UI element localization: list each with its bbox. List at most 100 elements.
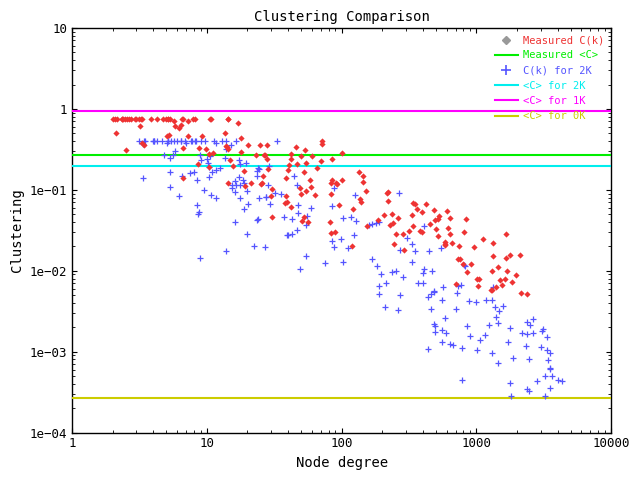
Point bbox=[255, 180, 266, 188]
Point bbox=[300, 146, 310, 154]
Point bbox=[122, 146, 132, 154]
Point bbox=[211, 194, 221, 202]
Point bbox=[387, 210, 397, 217]
Point bbox=[380, 303, 390, 311]
Point bbox=[434, 213, 444, 220]
Point bbox=[242, 230, 252, 238]
Point bbox=[342, 244, 353, 252]
Point bbox=[253, 194, 264, 202]
Point bbox=[135, 122, 145, 130]
Point bbox=[419, 265, 429, 273]
Point bbox=[381, 279, 392, 287]
Point bbox=[429, 328, 440, 336]
Point bbox=[281, 175, 291, 182]
Point bbox=[474, 275, 484, 283]
Point bbox=[111, 115, 122, 123]
Point bbox=[426, 290, 436, 298]
Point bbox=[497, 281, 507, 289]
Point bbox=[164, 155, 175, 162]
Point bbox=[493, 307, 504, 314]
Point bbox=[152, 115, 162, 123]
Point bbox=[137, 115, 147, 123]
Point bbox=[281, 192, 291, 200]
Point bbox=[498, 301, 508, 309]
X-axis label: Node degree: Node degree bbox=[296, 456, 388, 470]
Point bbox=[173, 192, 184, 200]
Point bbox=[285, 150, 296, 158]
Point bbox=[478, 235, 488, 243]
Point bbox=[364, 221, 374, 229]
Point bbox=[327, 202, 337, 209]
Point bbox=[230, 137, 241, 145]
Point bbox=[196, 137, 206, 145]
Point bbox=[134, 137, 145, 145]
Point bbox=[283, 166, 293, 174]
Point bbox=[138, 139, 148, 146]
Point bbox=[235, 160, 245, 168]
Y-axis label: Clustering: Clustering bbox=[10, 188, 24, 272]
Point bbox=[374, 282, 384, 290]
Point bbox=[490, 303, 500, 311]
Point bbox=[383, 189, 393, 196]
Point bbox=[337, 149, 348, 157]
Point bbox=[239, 167, 249, 174]
Point bbox=[262, 156, 272, 163]
Point bbox=[326, 180, 336, 187]
Point bbox=[299, 168, 309, 175]
Point bbox=[176, 137, 186, 145]
Point bbox=[338, 258, 348, 266]
Point bbox=[425, 221, 435, 228]
Point bbox=[351, 217, 361, 225]
Point bbox=[280, 199, 290, 207]
Point bbox=[230, 177, 240, 184]
Point bbox=[169, 137, 179, 145]
Point bbox=[260, 193, 271, 201]
Point bbox=[374, 290, 384, 298]
Point bbox=[393, 214, 403, 222]
Point bbox=[545, 349, 556, 357]
Point bbox=[292, 160, 302, 168]
Point bbox=[404, 227, 414, 234]
Point bbox=[402, 234, 412, 242]
Point bbox=[495, 276, 505, 284]
Point bbox=[310, 191, 321, 199]
Point bbox=[187, 137, 197, 145]
Point bbox=[413, 279, 423, 287]
Point bbox=[206, 192, 216, 199]
Point bbox=[230, 188, 241, 196]
Point bbox=[228, 162, 238, 170]
Point bbox=[222, 144, 232, 151]
Point bbox=[204, 150, 214, 157]
Point bbox=[226, 141, 236, 149]
Point bbox=[507, 278, 517, 286]
Point bbox=[258, 172, 268, 180]
Point bbox=[177, 172, 187, 180]
Point bbox=[157, 137, 167, 145]
Point bbox=[208, 149, 218, 157]
Point bbox=[398, 230, 408, 238]
Point bbox=[331, 180, 341, 187]
Point bbox=[399, 246, 409, 253]
Point bbox=[183, 117, 193, 125]
Point bbox=[211, 166, 221, 174]
Point bbox=[301, 159, 311, 167]
Point bbox=[205, 115, 216, 123]
Point bbox=[287, 230, 298, 238]
Point bbox=[122, 115, 132, 123]
Point bbox=[395, 291, 405, 299]
Point bbox=[393, 306, 403, 313]
Point bbox=[447, 342, 458, 349]
Point bbox=[382, 189, 392, 197]
Point bbox=[326, 155, 337, 163]
Point bbox=[552, 376, 563, 384]
Point bbox=[511, 271, 521, 279]
Point bbox=[440, 241, 451, 249]
Point bbox=[445, 215, 455, 222]
Point bbox=[458, 260, 468, 268]
Point bbox=[234, 156, 244, 164]
Point bbox=[248, 242, 259, 250]
Point bbox=[223, 179, 234, 187]
Point bbox=[465, 260, 476, 267]
Point bbox=[504, 251, 515, 258]
Point bbox=[408, 199, 418, 206]
